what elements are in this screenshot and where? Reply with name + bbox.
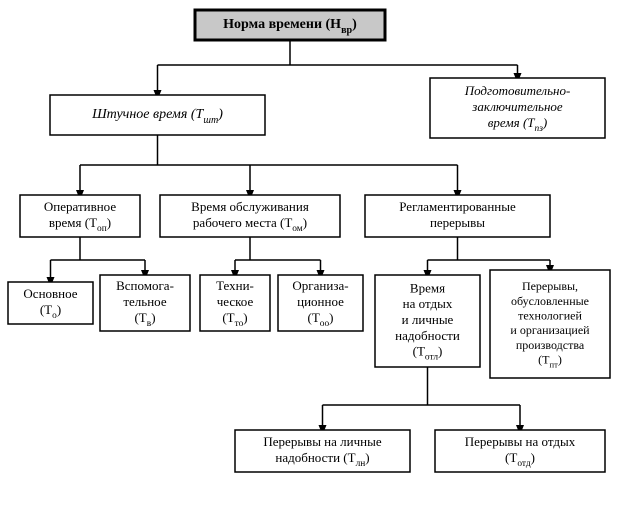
node-org-line-1: ционное xyxy=(297,294,344,309)
time-norm-diagram: Норма времени (Hвр) Штучное время (Tшт) По… xyxy=(0,0,617,508)
node-regl-line-0: Регламентированные xyxy=(399,199,516,214)
node-root: Норма времени (Hвр) xyxy=(195,10,385,40)
node-pers-line-0: Перерывы на личные xyxy=(263,434,381,449)
node-tech-line-1: ческое xyxy=(217,294,254,309)
node-tech-line-0: Техни- xyxy=(216,278,254,293)
node-prep-line-1: заключительное xyxy=(471,99,563,114)
node-regl: Регламентированныеперерывы xyxy=(365,195,550,237)
node-restbr: Перерывы на отдых(Tотд) xyxy=(435,430,605,472)
node-aux-line-1: тельное xyxy=(123,294,166,309)
node-org-line-0: Организа- xyxy=(292,278,348,293)
node-serv-line-0: Время обслуживания xyxy=(191,199,309,214)
node-main-line-0: Основное xyxy=(23,286,77,301)
node-aux: Вспомога-тельное(Tв) xyxy=(100,275,190,331)
node-oper: Оперативноевремя (Tоп) xyxy=(20,195,140,237)
node-rest-line-2: и личные xyxy=(402,312,454,327)
node-tech: Техни-ческое(Tто) xyxy=(200,275,270,331)
node-pers: Перерывы на личныенадобности (Tлн) xyxy=(235,430,410,472)
node-techbr-line-3: и организацией xyxy=(510,323,590,337)
node-regl-line-1: перерывы xyxy=(430,215,485,230)
node-rest-line-0: Время xyxy=(410,280,445,295)
node-techbr-line-1: обусловленные xyxy=(511,294,589,308)
node-restbr-line-0: Перерывы на отдых xyxy=(465,434,576,449)
node-techbr-line-2: технологией xyxy=(518,308,582,322)
node-rest-line-1: на отдых xyxy=(403,296,453,311)
node-prep-line-0: Подготовительно- xyxy=(464,83,571,98)
node-org: Организа-ционное(Tоо) xyxy=(278,275,363,331)
node-serv: Время обслуживаниярабочего места (Tом) xyxy=(160,195,340,237)
node-techbr: Перерывы,обусловленныетехнологиейи орган… xyxy=(490,270,610,378)
nodes-layer: Норма времени (Hвр) Штучное время (Tшт) По… xyxy=(8,10,610,472)
node-aux-line-0: Вспомога- xyxy=(116,278,174,293)
node-main: Основное(Tо) xyxy=(8,282,93,324)
node-techbr-line-4: производства xyxy=(516,338,585,352)
node-rest-line-3: надобности xyxy=(395,328,460,343)
node-piece: Штучное время (Tшт) xyxy=(50,95,265,135)
node-prep: Подготовительно-заключительноевремя (Tпз… xyxy=(430,78,605,138)
node-rest: Времяна отдыхи личныенадобности(Tотл) xyxy=(375,275,480,367)
node-techbr-line-0: Перерывы, xyxy=(522,279,578,293)
node-oper-line-0: Оперативное xyxy=(44,199,116,214)
